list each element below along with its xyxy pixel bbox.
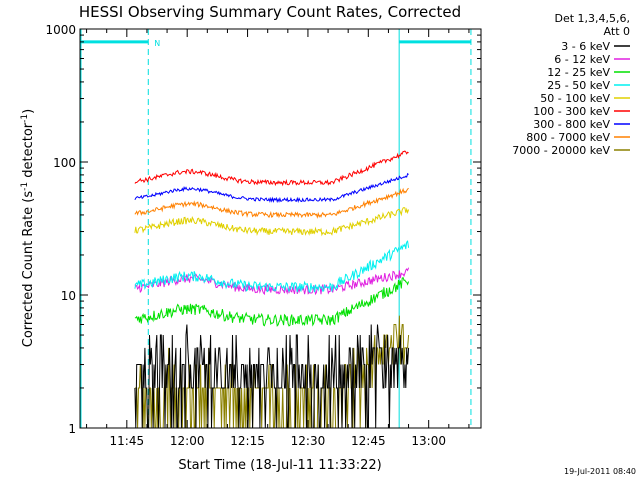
chart-title: HESSI Observing Summary Count Rates, Cor… bbox=[79, 3, 461, 21]
legend-entry-label: 6 - 12 keV bbox=[554, 53, 610, 66]
x-tick-label: 12:00 bbox=[170, 434, 205, 448]
legend-entry-label: 100 - 300 keV bbox=[533, 105, 610, 118]
series-line bbox=[134, 187, 409, 219]
series-line bbox=[134, 277, 410, 327]
series-line bbox=[134, 172, 409, 204]
legend-entry-label: 25 - 50 keV bbox=[547, 79, 610, 92]
plot-frame bbox=[79, 28, 482, 429]
series-line bbox=[134, 240, 410, 293]
x-tick-label: 13:00 bbox=[411, 434, 446, 448]
y-tick-label: 1 bbox=[68, 422, 76, 436]
flag-label: N bbox=[154, 39, 160, 48]
legend-entry-label: 7000 - 20000 keV bbox=[512, 144, 610, 157]
x-tick-label: 11:45 bbox=[110, 434, 145, 448]
series-line bbox=[134, 324, 410, 429]
legend-entry-label: 300 - 800 keV bbox=[533, 118, 610, 131]
series-line bbox=[134, 207, 410, 237]
axes-layer: 11:45 12:00 12:15 12:30 12:45 13:00 1 10 100 1000 bbox=[45, 23, 481, 448]
legend-header: Det 1,3,4,5,6, bbox=[554, 12, 630, 25]
y-axis-label: Corrected Count Rate (s-1 detector-1) bbox=[20, 109, 36, 347]
x-tick-label: 12:15 bbox=[230, 434, 265, 448]
legend-header: Att 0 bbox=[604, 25, 630, 38]
x-tick-label: 12:45 bbox=[351, 434, 386, 448]
y-tick-label: 100 bbox=[53, 156, 76, 170]
x-axis-label: Start Time (18-Jul-11 11:33:22) bbox=[178, 458, 381, 473]
flag-layer: N bbox=[80, 29, 472, 428]
legend-entry-label: 3 - 6 keV bbox=[561, 40, 610, 53]
y-tick-label: 10 bbox=[61, 289, 76, 303]
legend-entry-label: 12 - 25 keV bbox=[547, 66, 610, 79]
series-line bbox=[134, 150, 409, 187]
y-tick-label: 1000 bbox=[45, 23, 76, 37]
series-line bbox=[134, 267, 410, 296]
legend-entry-label: 50 - 100 keV bbox=[540, 92, 610, 105]
series-layer bbox=[134, 150, 410, 429]
legend-entry-label: 800 - 7000 keV bbox=[526, 131, 610, 144]
x-tick-label: 12:30 bbox=[291, 434, 326, 448]
timestamp: 19-Jul-2011 08:40 bbox=[564, 467, 636, 476]
